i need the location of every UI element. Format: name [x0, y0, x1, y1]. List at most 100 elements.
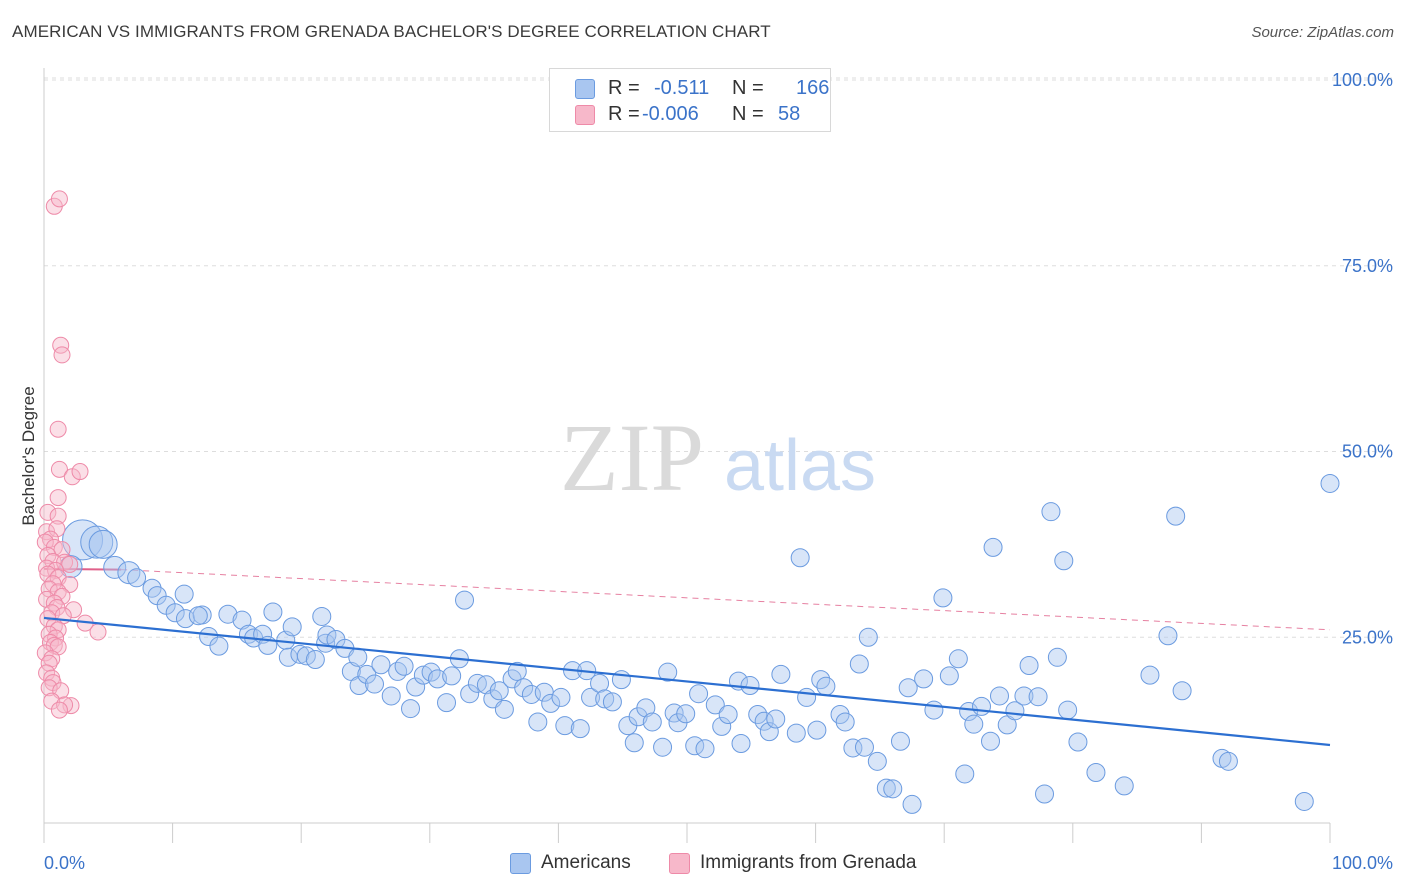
legend-swatch-americans	[575, 79, 595, 99]
americans-point	[602, 692, 622, 712]
americans-point	[1035, 784, 1055, 804]
americans-point	[209, 636, 229, 656]
americans-point	[218, 604, 238, 624]
grenada-point	[50, 701, 68, 719]
grenada-point	[49, 507, 67, 525]
americans-point	[676, 704, 696, 724]
grenada-point	[61, 555, 79, 573]
americans-point	[858, 627, 878, 647]
americans-point	[62, 519, 104, 561]
americans-point	[1172, 681, 1192, 701]
grenada-point	[53, 346, 71, 364]
americans-point	[282, 617, 302, 637]
americans-point	[1041, 502, 1061, 522]
watermark-atlas: atlas	[724, 426, 876, 506]
legend-row-americans: R = -0.511 N = 166	[550, 75, 830, 101]
y-tick-label: 25.0%	[1342, 627, 1393, 647]
americans-point	[263, 602, 283, 622]
americans-point	[88, 529, 118, 559]
bottom-legend-swatch-grenada	[669, 853, 690, 874]
americans-point	[898, 678, 918, 698]
americans-point	[790, 548, 810, 568]
americans-point	[437, 693, 457, 713]
bottom-legend-label-grenada: Immigrants from Grenada	[700, 852, 917, 873]
grenada-point	[65, 601, 83, 619]
americans-point	[924, 700, 944, 720]
watermark: ZIP atlas	[560, 404, 876, 511]
americans-point	[1054, 551, 1074, 571]
americans-point	[590, 673, 610, 693]
americans-point	[570, 719, 590, 739]
y-axis-label: Bachelor's Degree	[19, 386, 38, 525]
americans-point	[1218, 751, 1238, 771]
americans-point	[581, 687, 601, 707]
americans-point	[381, 686, 401, 706]
legend-r-value: -0.006	[642, 103, 699, 125]
americans-point	[771, 664, 791, 684]
americans-point	[653, 737, 673, 757]
y-tick-label: 100.0%	[1332, 70, 1393, 90]
americans-point	[401, 699, 421, 719]
americans-point	[854, 737, 874, 757]
americans-point	[797, 687, 817, 707]
source-label: Source: ZipAtlas.com	[1251, 24, 1394, 41]
americans-point	[766, 709, 786, 729]
americans-point	[914, 669, 934, 689]
grenada-point	[49, 420, 67, 438]
americans-point	[955, 764, 975, 784]
americans-point	[883, 779, 903, 799]
americans-point	[1058, 700, 1078, 720]
watermark-zip: ZIP	[560, 404, 704, 511]
x-tick-label: 0.0%	[44, 853, 85, 873]
americans-point	[948, 649, 968, 669]
americans-point	[312, 606, 332, 626]
americans-point	[199, 627, 219, 647]
americans-point	[232, 610, 252, 630]
americans-point	[507, 661, 527, 681]
legend: R = -0.511 N = 166 R = -0.006 N = 58	[549, 68, 831, 132]
americans-point	[174, 584, 194, 604]
grenada-point	[89, 623, 107, 641]
americans-point	[595, 689, 615, 709]
grenada-point	[45, 594, 63, 612]
americans-point	[290, 644, 310, 664]
americans-point	[959, 702, 979, 722]
americans-point	[754, 711, 774, 731]
americans-point	[165, 603, 185, 623]
americans-point	[1047, 647, 1067, 667]
grenada-point	[41, 530, 59, 548]
americans-point	[348, 647, 368, 667]
americans-point	[476, 675, 496, 695]
americans-point	[786, 723, 806, 743]
americans-point	[807, 720, 827, 740]
americans-point	[971, 696, 991, 716]
americans-point	[695, 739, 715, 759]
americans-point	[718, 705, 738, 725]
americans-point	[902, 794, 922, 814]
grenada-point	[56, 696, 74, 714]
americans-point	[1320, 473, 1340, 493]
americans-point	[816, 676, 836, 696]
grenada-point	[50, 190, 68, 208]
americans-point	[705, 695, 725, 715]
grenada-trend-dashed	[121, 569, 1331, 631]
americans-point	[489, 681, 509, 701]
grenada-point	[36, 533, 54, 551]
grenada-point	[39, 503, 57, 521]
americans-point	[658, 662, 678, 682]
americans-point	[849, 654, 869, 674]
americans-point	[541, 693, 561, 713]
americans-point	[811, 670, 831, 690]
grenada-point	[71, 463, 89, 481]
americans-point	[1158, 626, 1178, 646]
americans-points	[59, 473, 1340, 814]
americans-point	[371, 655, 391, 675]
americans-point	[494, 699, 514, 719]
americans-point	[712, 716, 732, 736]
gridlines	[44, 77, 1394, 638]
americans-point	[455, 590, 475, 610]
americans-point	[1294, 791, 1314, 811]
grenada-point	[49, 489, 67, 507]
americans-trend-line	[43, 616, 1331, 747]
americans-point	[980, 731, 1000, 751]
